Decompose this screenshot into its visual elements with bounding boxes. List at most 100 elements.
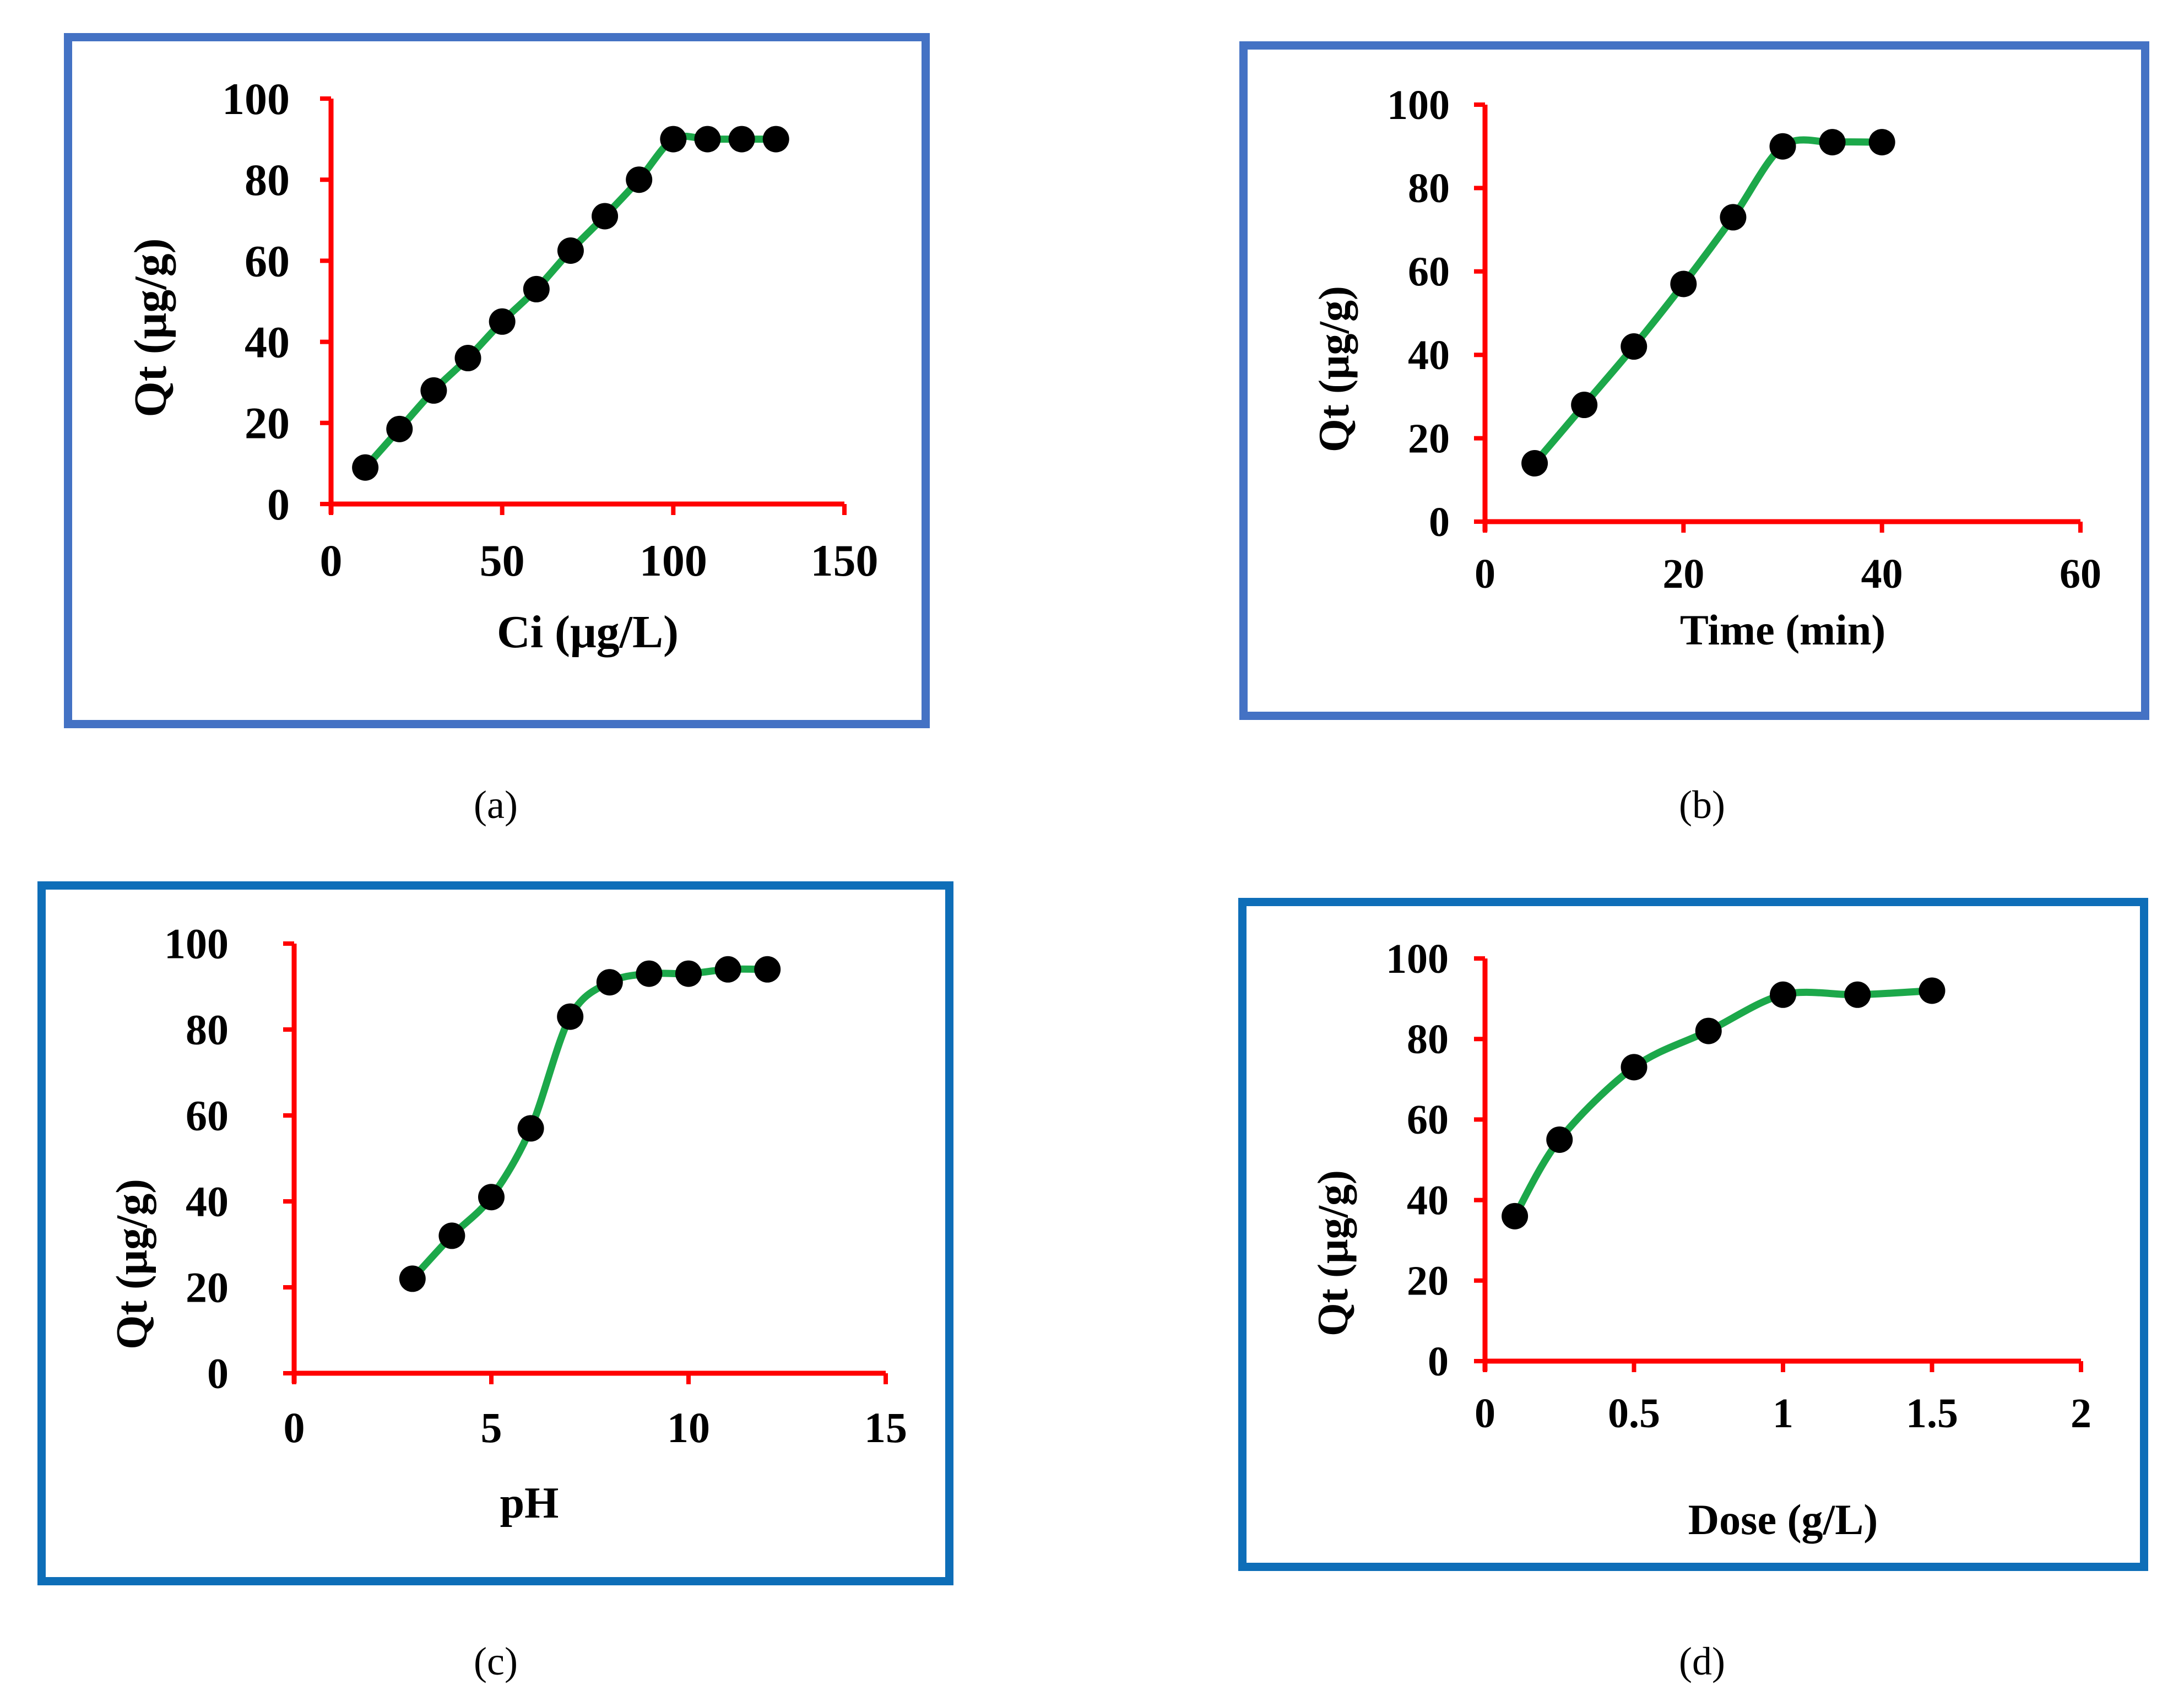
y-axis-title: Qt (μg/g): [1309, 1170, 1357, 1336]
data-point: [399, 1265, 426, 1292]
x-tick-label: 0: [1475, 1390, 1495, 1437]
x-tick-label: 0: [284, 1404, 305, 1451]
data-point: [762, 126, 789, 153]
data-point: [1770, 981, 1796, 1008]
y-tick-label: 0: [267, 479, 290, 529]
data-point: [557, 1003, 584, 1030]
y-tick-label: 40: [1407, 1177, 1449, 1223]
data-point: [1720, 204, 1747, 231]
data-point: [386, 415, 413, 442]
data-point: [596, 969, 623, 996]
series-line: [1511, 987, 1936, 1220]
data-point: [454, 345, 481, 372]
x-tick-label: 0.5: [1608, 1390, 1660, 1437]
x-tick-label: 40: [1861, 551, 1903, 597]
x-tick-label: 1: [1773, 1390, 1793, 1437]
data-point: [728, 126, 755, 153]
chart-b: 0 20 40 60 80 100 0 20 40 60 Time (min) Qt (μg/g): [1310, 82, 2101, 654]
data-point: [1695, 1017, 1722, 1044]
data-point: [438, 1222, 465, 1249]
data-point: [1868, 129, 1895, 156]
data-point: [1621, 333, 1648, 360]
x-tick-label: 1.5: [1906, 1390, 1958, 1437]
data-point: [1844, 981, 1871, 1008]
x-axis-title: Time (min): [1680, 606, 1885, 654]
data-point: [478, 1184, 505, 1211]
caption-a: (a): [474, 783, 518, 827]
x-tick-label: 0: [320, 535, 343, 586]
y-tick-label: 20: [1407, 1258, 1449, 1304]
data-point: [1502, 1202, 1529, 1229]
data-point: [557, 237, 584, 264]
caption-c: (c): [474, 1639, 518, 1683]
chart-panel-a: 0 20 40 60 80 100 0 50 100 150 Ci (μg/L) Qt (μg/g): [64, 33, 930, 728]
y-axis-title: Qt (μg/g): [108, 1179, 156, 1350]
y-tick-label: 60: [1408, 249, 1450, 295]
data-point: [1546, 1126, 1573, 1153]
y-tick-label: 40: [1408, 332, 1450, 378]
y-tick-label: 40: [245, 317, 290, 367]
data-point: [1621, 1054, 1648, 1081]
x-tick-label: 100: [640, 535, 707, 586]
y-tick-label: 80: [186, 1006, 229, 1054]
chart-panel-c: 0 20 40 60 80 100 0 5 10 15 pH Qt (μg/g): [37, 881, 953, 1585]
data-point: [626, 166, 653, 193]
y-tick-label: 60: [245, 236, 290, 286]
x-tick-label: 20: [1662, 551, 1704, 597]
y-tick-label: 20: [186, 1264, 229, 1312]
x-tick-label: 2: [2071, 1390, 2091, 1437]
series-line: [361, 132, 780, 472]
y-tick-label: 100: [222, 74, 290, 124]
data-point: [660, 126, 687, 153]
data-point: [1819, 129, 1846, 156]
y-tick-label: 20: [245, 398, 290, 448]
y-tick-label: 20: [1408, 415, 1450, 462]
data-point: [420, 377, 447, 404]
y-tick-label: 40: [186, 1178, 229, 1226]
y-tick-label: 80: [1407, 1016, 1449, 1063]
y-tick-label: 100: [164, 920, 229, 968]
data-point: [517, 1115, 544, 1142]
y-axis-title: Qt (μg/g): [1310, 286, 1358, 452]
chart-c: 0 20 40 60 80 100 0 5 10 15 pH Qt (μg/g): [108, 920, 907, 1527]
y-tick-label: 0: [1429, 499, 1450, 545]
data-point: [1769, 133, 1796, 160]
data-point: [352, 454, 379, 481]
y-tick-label: 100: [1386, 936, 1449, 982]
x-axis-title: Dose (g/L): [1688, 1496, 1878, 1543]
y-axis-title: Qt (μg/g): [125, 238, 176, 417]
y-tick-label: 0: [1428, 1339, 1449, 1385]
x-tick-label: 0: [1475, 551, 1495, 597]
data-point: [675, 960, 702, 987]
x-tick-label: 60: [2060, 551, 2101, 597]
data-point: [1571, 392, 1598, 419]
y-tick-label: 80: [245, 155, 290, 205]
x-tick-label: 15: [864, 1404, 907, 1451]
data-point: [523, 275, 550, 302]
caption-b: (b): [1679, 783, 1725, 827]
data-point: [754, 956, 781, 983]
x-tick-label: 150: [811, 535, 879, 586]
chart-panel-b: 0 20 40 60 80 100 0 20 40 60 Time (min) Qt (μg/g): [1239, 41, 2149, 720]
data-point: [489, 308, 516, 335]
chart-panel-d: 0 20 40 60 80 100 0 0.5 1 1.5 2 Dose (g/L) Qt (μg/g): [1238, 898, 2148, 1571]
x-tick-label: 10: [667, 1404, 710, 1451]
x-tick-label: 50: [480, 535, 525, 586]
chart-a: 0 20 40 60 80 100 0 50 100 150 Ci (μg/L) Qt (μg/g): [125, 74, 879, 658]
chart-d: 0 20 40 60 80 100 0 0.5 1 1.5 2 Dose (g/L) Qt (μg/g): [1309, 936, 2091, 1543]
data-point: [636, 960, 663, 987]
series-line: [409, 965, 771, 1282]
data-point: [714, 956, 741, 983]
y-tick-label: 60: [186, 1092, 229, 1140]
data-point: [1521, 450, 1548, 477]
data-point: [1919, 977, 1945, 1004]
data-point: [694, 126, 721, 153]
x-axis-title: pH: [500, 1479, 559, 1527]
y-tick-label: 100: [1387, 82, 1450, 128]
data-point: [1670, 270, 1697, 297]
y-tick-label: 60: [1407, 1097, 1449, 1143]
x-tick-label: 5: [481, 1404, 502, 1451]
data-point: [592, 203, 619, 230]
y-tick-label: 80: [1408, 165, 1450, 212]
x-axis-title: Ci (μg/L): [497, 606, 679, 658]
